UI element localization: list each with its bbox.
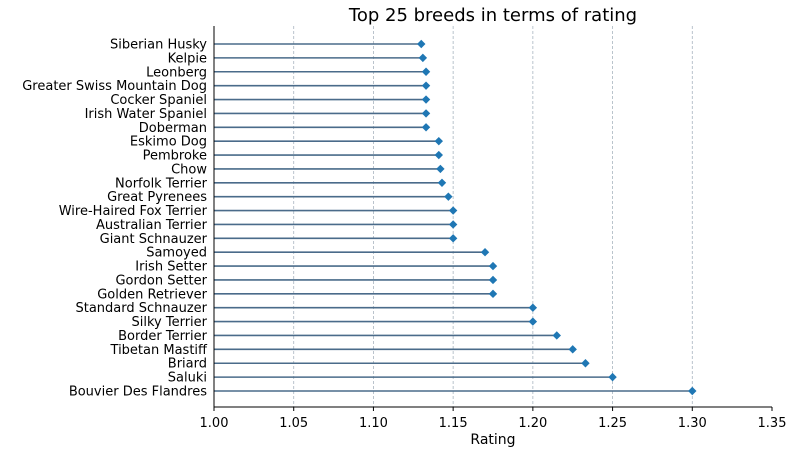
marker-samoyed [480, 248, 490, 257]
x-tick-labels: 1.00 1.05 1.10 1.15 1.20 1.25 1.30 1.35 [200, 407, 787, 431]
y-tick-label: Chow [171, 162, 207, 177]
x-axis-label: Rating [470, 432, 515, 448]
y-tick-label: Irish Setter [135, 260, 207, 275]
y-tick-label: Greater Swiss Mountain Dog [22, 79, 207, 94]
y-tick-label: Samoyed [146, 246, 207, 261]
y-tick-label: Briard [168, 357, 207, 372]
marker-irish-water-spaniel [421, 109, 431, 118]
stems [214, 43, 693, 392]
marker-saluki [608, 372, 617, 382]
y-tick-label: Doberman [139, 121, 207, 136]
y-tick-label: Pembroke [143, 149, 207, 164]
y-tick-label: Giant Schnauzer [100, 232, 208, 247]
marker-silky-terrier [528, 317, 538, 326]
marker-irish-setter [488, 261, 498, 271]
x-tick-label: 1.10 [359, 416, 388, 431]
chart-title: Top 25 breeds in terms of rating [348, 5, 637, 26]
marker-kelpie [418, 53, 428, 63]
marker-siberian-husky [417, 39, 426, 49]
y-tick-label: Golden Retriever [97, 287, 207, 302]
y-tick-label: Kelpie [168, 51, 207, 66]
marker-great-pyrenees [444, 192, 453, 201]
y-tick-label: Border Terrier [118, 329, 208, 344]
y-tick-label: Bouvier Des Flandres [69, 385, 207, 400]
y-tick-label: Saluki [168, 371, 207, 386]
y-tick-label: Leonberg [146, 65, 207, 80]
x-tick-label: 1.30 [678, 416, 707, 431]
marker-norfolk-terrier [437, 178, 447, 187]
x-tick-label: 1.25 [598, 416, 627, 431]
y-tick-label: Irish Water Spaniel [85, 107, 207, 122]
marker-cocker-spaniel [421, 95, 431, 104]
marker-greater-swiss-mountain-dog [421, 81, 431, 90]
y-tick-label: Cocker Spaniel [110, 93, 207, 108]
marker-leonberg [421, 67, 431, 76]
y-tick-label: Siberian Husky [110, 38, 207, 53]
y-tick-label: Great Pyrenees [107, 190, 207, 205]
marker-wire-haired-fox-terrier [448, 206, 458, 215]
y-tick-label: Silky Terrier [131, 315, 207, 330]
marker-golden-retriever [488, 289, 498, 299]
marker-bouvier-des-flandres [688, 386, 697, 396]
marker-doberman [421, 123, 431, 132]
y-tick-label: Norfolk Terrier [115, 176, 208, 191]
x-tick-label: 1.15 [439, 416, 468, 431]
marker-eskimo-dog [434, 136, 443, 146]
y-tick-label: Wire-Haired Fox Terrier [59, 204, 208, 219]
gridlines [293, 26, 693, 407]
y-tick-label: Tibetan Mastiff [110, 343, 209, 358]
marker-tibetan-mastiff [568, 345, 577, 354]
x-tick-label: 1.05 [279, 416, 308, 431]
marker-briard [581, 359, 590, 368]
x-tick-label: 1.35 [758, 416, 787, 431]
marker-chow [436, 164, 445, 174]
y-tick-label: Australian Terrier [96, 218, 208, 233]
x-tick-label: 1.20 [518, 416, 547, 431]
marker-standard-schnauzer [528, 303, 538, 312]
marker-pembroke [434, 150, 443, 160]
marker-australian-terrier [448, 220, 458, 229]
y-tick-label: Gordon Setter [115, 273, 207, 288]
y-tick-label: Standard Schnauzer [75, 301, 207, 316]
marker-border-terrier [552, 331, 561, 340]
x-tick-label: 1.00 [200, 416, 229, 431]
marker-giant-schnauzer [448, 234, 458, 243]
markers [417, 39, 697, 396]
marker-gordon-setter [488, 275, 498, 285]
y-tick-label: Eskimo Dog [130, 135, 207, 150]
